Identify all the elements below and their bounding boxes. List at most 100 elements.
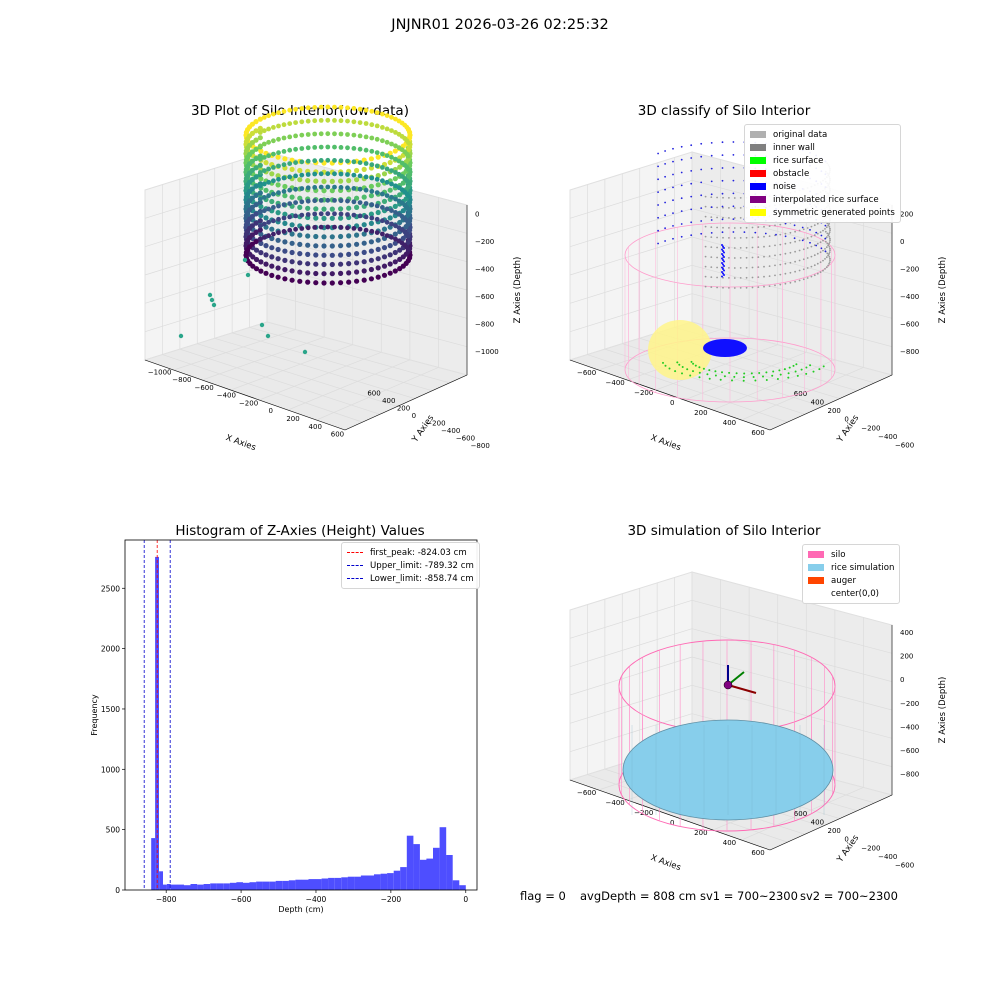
raw-point xyxy=(354,260,360,266)
classify-wall-point xyxy=(828,262,830,265)
raw-point xyxy=(329,215,335,221)
histogram-bar xyxy=(275,880,283,890)
classify-wall-point xyxy=(704,245,707,248)
raw-point xyxy=(393,183,398,189)
raw-point xyxy=(351,172,357,178)
raw-point xyxy=(338,185,344,190)
simulation-y-tick-label: 200 xyxy=(828,827,841,835)
raw-point xyxy=(361,277,367,283)
raw-grid-line xyxy=(202,336,325,381)
classify-wall-point xyxy=(757,236,760,239)
classify-noise-point xyxy=(793,237,796,240)
raw-point xyxy=(387,215,393,221)
raw-point xyxy=(406,167,411,172)
classify-wall-point xyxy=(829,249,831,252)
classify-noise-point xyxy=(764,232,767,235)
classify-legend-label: interpolated rice surface xyxy=(773,194,879,205)
raw-point xyxy=(406,193,411,199)
classify-wall-point xyxy=(728,237,730,239)
classify-wall-point xyxy=(716,206,718,209)
raw-z-axis-label: Z Axies (Depth) xyxy=(513,257,523,324)
raw-point xyxy=(351,132,357,138)
raw-point xyxy=(346,251,352,257)
raw-point xyxy=(345,145,350,151)
classify-wall-point xyxy=(722,196,724,199)
histogram-bar xyxy=(452,880,460,890)
classify-noise-point xyxy=(680,210,683,213)
classify-noise-point xyxy=(722,245,724,248)
raw-point xyxy=(354,167,360,174)
histogram-x-tick-label: 0 xyxy=(463,895,468,904)
raw-y-tick-label: 0 xyxy=(412,412,416,420)
classify-rice-point xyxy=(664,364,667,367)
classify-legend-swatch xyxy=(750,170,766,177)
raw-point xyxy=(332,144,337,150)
classify-noise-point xyxy=(690,208,693,211)
classify-wall-point xyxy=(779,243,782,246)
simulation-z-tick-label: 200 xyxy=(900,653,913,661)
classify-wall-point xyxy=(733,267,736,269)
classify-wall-point xyxy=(779,253,782,256)
raw-point xyxy=(258,231,264,237)
raw-point xyxy=(381,171,388,177)
classify-noise-point xyxy=(721,262,723,264)
raw-point xyxy=(384,193,390,199)
raw-point xyxy=(374,110,380,115)
raw-point xyxy=(293,160,298,166)
classify-y-tick-label: 400 xyxy=(811,399,824,407)
classify-wall-point xyxy=(716,246,718,249)
raw-point xyxy=(357,120,363,125)
classify-wall-point xyxy=(739,217,742,219)
raw-point xyxy=(384,219,390,225)
raw-point xyxy=(406,247,411,252)
raw-point xyxy=(380,138,385,144)
histogram-bar xyxy=(163,884,167,890)
raw-point xyxy=(384,113,390,118)
classify-wall-point xyxy=(774,284,776,287)
histogram-bar xyxy=(301,879,309,890)
raw-point xyxy=(361,166,367,172)
classify-wall-point xyxy=(716,226,718,229)
raw-point xyxy=(357,160,363,166)
classify-wall-point xyxy=(704,215,707,218)
raw-point xyxy=(392,148,398,154)
classify-rice-point xyxy=(771,374,774,377)
raw-point xyxy=(258,203,264,210)
raw-point xyxy=(397,164,403,170)
classify-wall-point xyxy=(826,232,829,235)
raw-point xyxy=(329,280,335,286)
raw-point xyxy=(275,154,281,160)
raw-z-tick-label: −800 xyxy=(475,320,494,328)
raw-point xyxy=(299,186,305,191)
raw-point xyxy=(406,153,411,159)
raw-point xyxy=(369,148,375,154)
raw-point xyxy=(261,128,267,134)
raw-point xyxy=(297,204,303,210)
classify-wall-point xyxy=(827,244,829,247)
classify-wall-point xyxy=(733,287,736,289)
raw-point xyxy=(375,237,381,243)
classify-rice-point xyxy=(719,378,722,381)
raw-point xyxy=(338,261,344,267)
raw-x-axis-label: X Axies xyxy=(224,433,257,453)
raw-point xyxy=(305,145,311,151)
classify-wall-point xyxy=(822,249,824,252)
classify-wall-point xyxy=(733,227,736,229)
raw-point xyxy=(269,226,275,232)
histogram-bar xyxy=(426,858,433,890)
raw-point xyxy=(338,131,344,137)
raw-point xyxy=(361,240,367,246)
classify-wall-point xyxy=(745,286,748,289)
raw-point xyxy=(293,120,298,125)
raw-point xyxy=(321,178,327,184)
raw-outlier-point xyxy=(265,333,271,339)
raw-point xyxy=(381,198,388,204)
histogram-frame xyxy=(124,539,478,891)
histogram-y-tick-label: 1000 xyxy=(101,765,120,774)
raw-point xyxy=(375,274,381,280)
raw-point xyxy=(313,178,319,184)
classify-rice-point xyxy=(728,371,731,374)
classify-wall-point xyxy=(829,229,831,232)
histogram-bar xyxy=(223,883,230,890)
raw-point xyxy=(387,187,393,193)
